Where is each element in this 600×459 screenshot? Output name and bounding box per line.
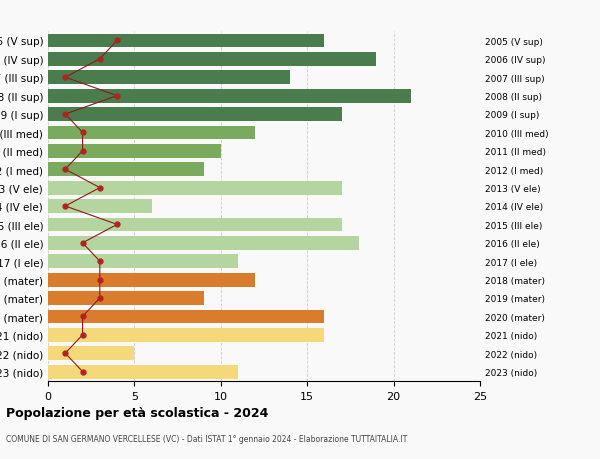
Bar [48, 347, 134, 360]
Bar [48, 255, 238, 269]
Bar [48, 218, 342, 232]
Bar [48, 236, 359, 250]
Bar [48, 108, 342, 122]
Bar [48, 200, 152, 213]
Bar [48, 163, 203, 177]
Bar [48, 145, 221, 158]
Bar [48, 273, 256, 287]
Text: Popolazione per età scolastica - 2024: Popolazione per età scolastica - 2024 [6, 406, 268, 419]
Bar [48, 310, 325, 324]
Bar [48, 71, 290, 85]
Bar [48, 291, 203, 305]
Text: Anni di nascita: Anni di nascita [597, 168, 600, 245]
Bar [48, 328, 325, 342]
Bar [48, 90, 411, 103]
Bar [48, 365, 238, 379]
Bar [48, 53, 376, 67]
Bar [48, 181, 342, 195]
Bar [48, 126, 256, 140]
Text: COMUNE DI SAN GERMANO VERCELLESE (VC) - Dati ISTAT 1° gennaio 2024 - Elaborazion: COMUNE DI SAN GERMANO VERCELLESE (VC) - … [6, 434, 407, 443]
Bar [48, 34, 325, 48]
